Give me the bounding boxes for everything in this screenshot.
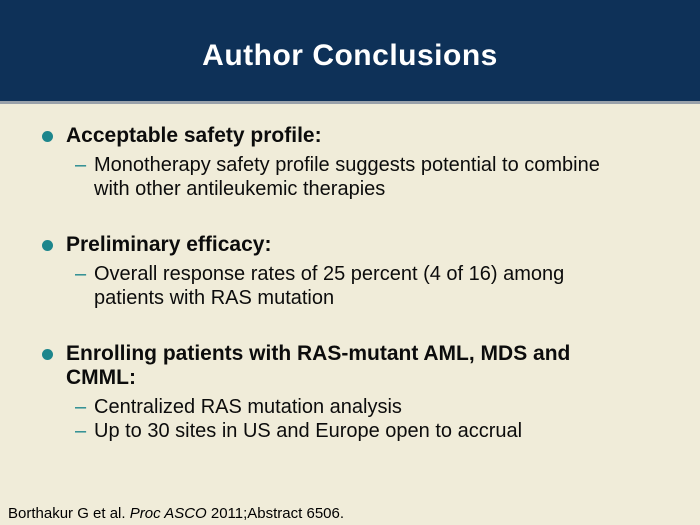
dash-icon: – [75, 263, 87, 285]
bullet-row: Acceptable safety profile: [42, 124, 672, 153]
bullet-icon [42, 240, 53, 251]
bullet-heading-line: Preliminary efficacy: [66, 233, 272, 256]
bullet-heading-line: CMML: [66, 366, 136, 389]
sub-bullet-row: – Centralized RAS mutation analysis [75, 395, 672, 419]
bullet-section-efficacy: Preliminary efficacy: – Overall response… [42, 233, 672, 310]
sub-bullet-line: patients with RAS mutation [94, 287, 335, 309]
citation-journal-italic: Proc ASCO [129, 505, 207, 522]
sub-bullet-row: – Monotherapy safety profile suggests po… [75, 153, 672, 201]
bullet-section-safety: Acceptable safety profile: – Monotherapy… [42, 124, 672, 201]
sub-bullet-line: Monotherapy safety profile suggests pote… [94, 154, 600, 176]
citation-authors: Borthakur G et al. [8, 505, 130, 522]
sub-bullet-line: Centralized RAS mutation analysis [94, 396, 402, 418]
bullet-icon [42, 349, 53, 360]
dash-icon: – [75, 396, 87, 418]
sub-bullet-line: with other antileukemic therapies [94, 178, 386, 200]
bullet-row: Enrolling patients with RAS-mutant AML, … [42, 342, 672, 395]
bullet-heading-line: Enrolling patients with RAS-mutant AML, … [66, 342, 571, 365]
dash-icon: – [75, 154, 87, 176]
dash-icon: – [75, 420, 87, 442]
slide-body: Acceptable safety profile: – Monotherapy… [0, 104, 700, 443]
bullet-icon [42, 131, 53, 142]
sub-bullet-line: Overall response rates of 25 percent (4 … [94, 263, 565, 285]
sub-bullet-row: – Up to 30 sites in US and Europe open t… [75, 419, 672, 443]
sub-bullet-line: Up to 30 sites in US and Europe open to … [94, 420, 523, 442]
citation-reference: 2011;Abstract 6506. [206, 505, 345, 522]
citation: Borthakur G et al. Proc ASCO 2011;Abstra… [8, 505, 344, 522]
sub-bullet-row: – Overall response rates of 25 percent (… [75, 262, 672, 310]
bullet-section-enrollment: Enrolling patients with RAS-mutant AML, … [42, 342, 672, 443]
slide-title: Author Conclusions [202, 38, 498, 72]
bullet-row: Preliminary efficacy: [42, 233, 672, 262]
bullet-heading-line: Acceptable safety profile: [66, 124, 322, 147]
slide-header: Author Conclusions [0, 0, 700, 104]
